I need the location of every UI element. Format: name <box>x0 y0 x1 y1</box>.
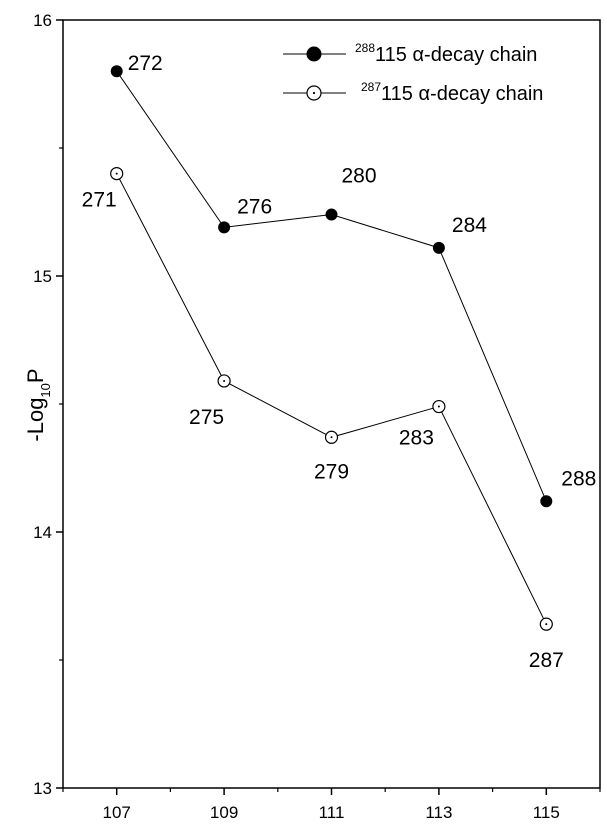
y-tick-label: 15 <box>33 267 52 286</box>
data-point-center-dot <box>223 379 226 382</box>
data-point <box>325 208 338 221</box>
point-label: 279 <box>314 460 349 483</box>
point-label: 272 <box>128 52 163 75</box>
legend-label-288-sup: 288 <box>355 41 375 55</box>
data-point-center-dot <box>545 623 548 626</box>
legend-entry-288: 288115 α-decay chain <box>283 41 537 66</box>
y-axis-label: -Log10P <box>23 368 53 441</box>
legend-label-287-main: 115 α-decay chain <box>381 83 543 105</box>
x-tick-label: 109 <box>210 803 238 822</box>
data-point <box>218 221 231 234</box>
y-tick-label: 13 <box>33 779 52 798</box>
x-tick-label: 115 <box>533 803 560 822</box>
data-point <box>432 241 445 254</box>
data-point-center-dot <box>330 436 333 439</box>
point-label: 275 <box>189 406 224 429</box>
data-point-center-dot <box>437 405 440 408</box>
x-tick-label: 107 <box>103 803 131 822</box>
legend-label-287: 287115 α-decay chain <box>361 80 543 105</box>
point-label: 276 <box>237 195 272 218</box>
point-label: 280 <box>342 165 377 188</box>
point-label: 283 <box>399 427 434 450</box>
point-label: 284 <box>452 214 487 237</box>
y-tick-label: 16 <box>33 11 52 30</box>
x-axis: 107 109 111 113 115 <box>62 788 601 822</box>
y-axis-label-subscript: 10 <box>38 383 53 397</box>
legend-entry-287: 287115 α-decay chain <box>283 80 543 105</box>
data-point-center-dot <box>115 172 118 175</box>
point-label: 288 <box>561 467 596 490</box>
point-labels: 272 276 280 284 288 271 275 279 283 287 <box>82 52 597 672</box>
legend-marker-filled-icon <box>306 46 322 62</box>
y-axis: 13 14 15 16 <box>33 11 63 798</box>
legend-marker-dot-icon <box>312 91 316 95</box>
y-tick-label: 14 <box>33 523 52 542</box>
y-axis-label-prefix: -Log <box>23 398 48 442</box>
x-tick-label: 111 <box>319 803 345 822</box>
point-label: 271 <box>82 189 117 212</box>
data-point <box>110 65 123 78</box>
series-line-1 <box>116 173 547 625</box>
plot-frame <box>62 19 601 789</box>
legend-label-288-main: 115 α-decay chain <box>375 44 537 66</box>
legend-label-288: 288115 α-decay chain <box>355 41 537 66</box>
series-layer <box>110 65 553 631</box>
legend-label-287-sup: 287 <box>361 80 381 94</box>
point-label: 287 <box>529 649 564 672</box>
legend: 288115 α-decay chain 287115 α-decay chai… <box>283 41 543 105</box>
x-tick-label: 113 <box>425 803 452 822</box>
data-point <box>540 495 553 508</box>
y-axis-label-suffix: P <box>23 368 48 383</box>
